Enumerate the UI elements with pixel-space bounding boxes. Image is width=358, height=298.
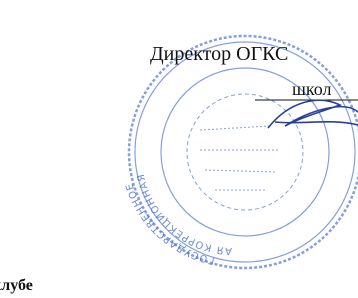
body-fragment: клубе <box>0 277 33 294</box>
position-line: школ <box>292 79 331 99</box>
document: ГОСУДАРСТВЕННОЕ АЯ КОРРЕКЦИОННАЯ Директо… <box>0 0 358 298</box>
page: ГОСУДАРСТВЕННОЕ АЯ КОРРЕКЦИОННАЯ Директо… <box>0 0 358 298</box>
stamp-lines <box>200 126 280 190</box>
position-title: Директор ОГКС <box>150 43 288 65</box>
